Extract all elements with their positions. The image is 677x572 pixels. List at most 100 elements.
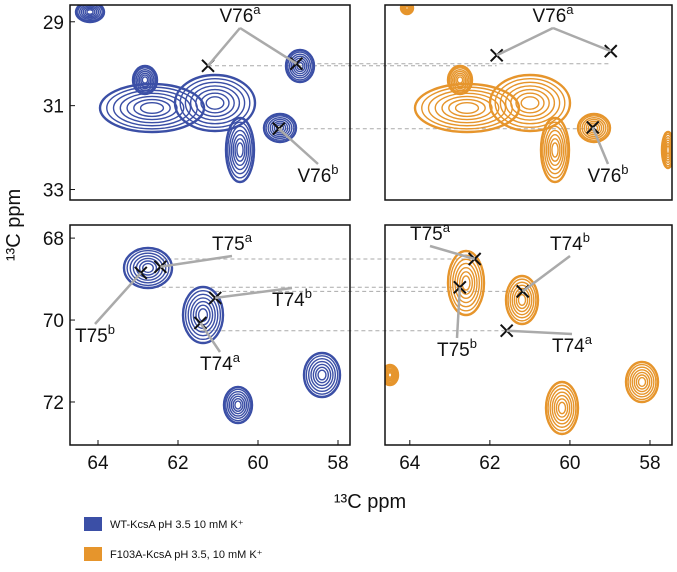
contour <box>551 142 559 158</box>
contours <box>399 5 672 184</box>
contour <box>543 125 567 175</box>
peak-label-text: T74 <box>552 336 585 357</box>
contour <box>267 116 293 140</box>
contour <box>513 287 531 313</box>
peak-label-text: T74 <box>550 234 583 255</box>
peak-label-sup: b <box>305 286 312 301</box>
contour <box>228 393 248 417</box>
contour <box>633 371 651 393</box>
peak-label: T75b <box>75 322 115 347</box>
x-tick-label: 58 <box>327 453 348 474</box>
contour <box>225 388 251 422</box>
contour <box>386 370 394 380</box>
panel-frame <box>384 4 673 201</box>
contour <box>402 5 412 13</box>
peak-label-sup: a <box>585 332 593 347</box>
contour <box>631 369 653 395</box>
leader-line <box>591 126 610 165</box>
peak-label: T74b <box>550 230 590 255</box>
contour <box>131 64 159 96</box>
peak-label: V76b <box>297 162 338 187</box>
contour <box>555 398 569 418</box>
legend-swatch <box>84 547 102 561</box>
contour <box>290 55 310 77</box>
peak-label: T74b <box>272 286 312 311</box>
contour <box>317 369 327 381</box>
peak-label-sup: b <box>331 162 338 177</box>
contour <box>427 89 507 127</box>
contour <box>189 85 241 121</box>
contour <box>234 400 242 410</box>
peak-label: V76a <box>219 2 261 27</box>
panel-frame <box>69 4 351 201</box>
contour <box>126 249 170 287</box>
contour <box>453 72 467 88</box>
contour <box>77 5 103 22</box>
x-axis-label: ¹³C ppm <box>334 491 406 513</box>
contour <box>312 363 332 387</box>
contour <box>662 135 672 165</box>
contour <box>287 51 313 81</box>
legend-label: F103A-KcsA pH 3.5, 10 mM K⁺ <box>110 549 263 561</box>
leader-line <box>207 27 241 67</box>
peak-label-sup: b <box>470 336 477 351</box>
contour <box>664 140 672 160</box>
contour <box>112 89 192 127</box>
contour <box>557 401 567 415</box>
contour <box>307 358 337 392</box>
contour <box>122 246 174 290</box>
contour <box>269 118 291 138</box>
contour <box>456 266 476 300</box>
contour <box>205 96 225 110</box>
contour <box>499 81 561 125</box>
leader-line <box>277 127 319 165</box>
contour <box>184 81 246 125</box>
y-tick-label: 70 <box>43 311 64 332</box>
contour <box>579 115 609 141</box>
contour <box>224 116 256 184</box>
contour <box>637 376 647 388</box>
contour <box>84 7 96 17</box>
contour <box>139 102 165 114</box>
peak-label-sup: b <box>621 162 628 177</box>
contour <box>86 9 94 15</box>
contour <box>78 5 102 21</box>
peak-label-text: T75 <box>75 326 108 347</box>
contour <box>511 284 533 316</box>
peak-label-sup: a <box>245 230 253 245</box>
contour <box>284 48 316 84</box>
leader-line <box>239 26 298 65</box>
contour <box>385 369 395 381</box>
contour <box>136 70 154 90</box>
contours <box>122 246 342 425</box>
contour <box>665 142 671 157</box>
contour <box>305 355 339 395</box>
x-tick-label: 60 <box>559 453 580 474</box>
contour <box>448 67 472 93</box>
leader-line <box>552 26 612 53</box>
x-tick-label: 60 <box>247 453 268 474</box>
peak-label: V76a <box>532 2 574 27</box>
contour <box>315 366 330 384</box>
leader-line <box>429 244 476 261</box>
contour <box>140 74 150 86</box>
contour <box>142 262 154 274</box>
peak-label-text: T74 <box>272 290 305 311</box>
panel-frame <box>384 224 673 446</box>
contour <box>461 275 471 291</box>
contour <box>404 5 410 11</box>
leader-line <box>215 286 293 300</box>
contour <box>665 145 671 155</box>
contour <box>271 120 289 136</box>
contour <box>222 385 254 425</box>
y-tick-label: 72 <box>43 393 64 414</box>
contour <box>549 138 561 162</box>
contour <box>510 88 550 118</box>
contour <box>387 372 393 378</box>
x-tick-label: 64 <box>399 453 421 474</box>
contour <box>585 120 603 136</box>
contour <box>583 118 605 138</box>
contour <box>660 130 672 170</box>
contour <box>454 102 480 114</box>
